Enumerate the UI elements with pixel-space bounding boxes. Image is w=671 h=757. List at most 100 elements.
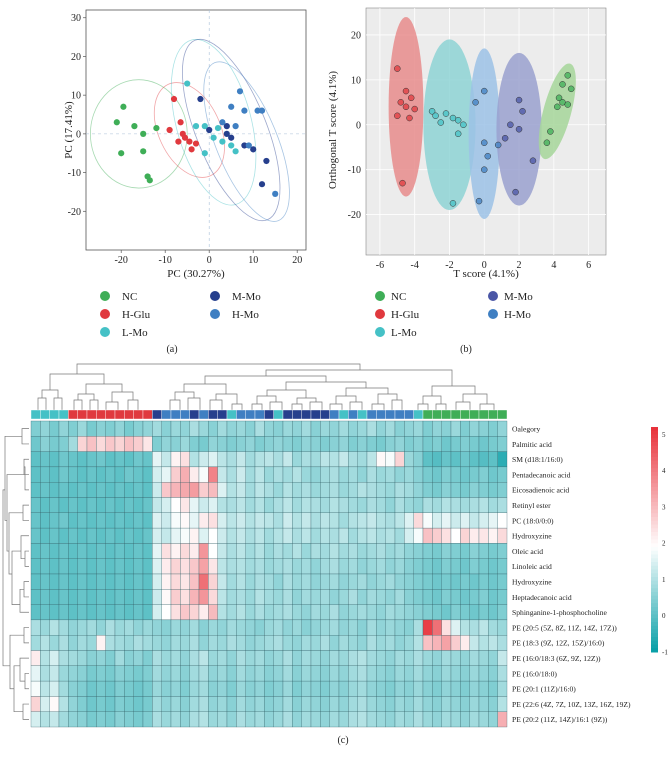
heatmap-cell: [366, 573, 377, 590]
group-color-cell: [236, 409, 246, 420]
heatmap-cell: [105, 497, 116, 513]
heatmap-cell: [273, 604, 284, 621]
ellipse-h-glu: [153, 82, 225, 178]
row-label: PE (20:2 (11Z, 14Z)/16:1 (9Z)): [512, 715, 608, 724]
heatmap-cell: [198, 604, 209, 621]
heatmap-cell: [189, 497, 200, 513]
ellipse-l-mo: [170, 39, 257, 206]
heatmap-cell: [385, 619, 396, 636]
heatmap-cell: [497, 558, 508, 575]
heatmap-cell: [338, 635, 349, 651]
heatmap-cell: [460, 680, 470, 697]
heatmap-cell: [254, 680, 265, 697]
heatmap-cell: [133, 512, 144, 529]
heatmap-cell: [180, 696, 190, 712]
heatmap-cell: [254, 482, 265, 498]
legend-label-m-mo: M-Mo: [504, 291, 533, 303]
heatmap-cell: [422, 650, 433, 666]
heatmap-cell: [96, 711, 106, 728]
heatmap-cell: [329, 665, 340, 682]
heatmap-cell: [114, 497, 125, 513]
heatmap-cell: [404, 543, 414, 559]
heatmap-cell: [348, 711, 358, 728]
heatmap-cell: [49, 604, 60, 621]
heatmap-cell: [254, 711, 265, 728]
heatmap-cell: [152, 543, 162, 559]
group-color-cell: [226, 409, 237, 420]
heatmap-cell: [469, 420, 480, 437]
heatmap-cell: [58, 436, 69, 452]
color-scale-segment: [651, 475, 658, 480]
point-h-glu: [170, 95, 178, 103]
heatmap-cell: [320, 482, 330, 498]
heatmap-cell: [40, 482, 50, 498]
heatmap-cell: [404, 696, 414, 712]
heatmap-cell: [441, 466, 452, 483]
heatmap-cell: [310, 696, 321, 712]
heatmap-cell: [30, 573, 41, 590]
heatmap-cell: [282, 497, 293, 513]
heatmap-cell: [357, 420, 368, 437]
legend-swatch-m-mo: [210, 291, 220, 301]
heatmap-cell: [86, 558, 97, 575]
heatmap-cell: [320, 558, 330, 575]
heatmap-cell: [96, 604, 106, 621]
color-scale-tick-label: 4: [662, 467, 666, 475]
heatmap-cell: [58, 619, 69, 636]
heatmap-cell: [264, 619, 274, 636]
heatmap-cell: [198, 482, 209, 498]
row-label: Hydroxyzine: [512, 577, 552, 586]
heatmap-cell: [329, 711, 340, 728]
heatmap-cell: [217, 497, 228, 513]
heatmap-cell: [217, 696, 228, 712]
color-scale-segment: [651, 554, 658, 559]
heatmap-cell: [96, 497, 106, 513]
heatmap-cell: [292, 711, 302, 728]
point-l-mo: [428, 108, 436, 115]
heatmap-cell: [320, 650, 330, 666]
heatmap-cell: [441, 680, 452, 697]
group-color-cell: [77, 409, 88, 420]
heatmap-cell: [161, 482, 172, 498]
heatmap-cell: [124, 527, 134, 544]
heatmap-cell: [432, 497, 442, 513]
heatmap-cell: [40, 436, 50, 452]
heatmap-cell: [282, 711, 293, 728]
row-label: Hydroxyzine: [512, 532, 552, 541]
heatmap-cell: [142, 420, 153, 437]
heatmap-cell: [245, 558, 256, 575]
heatmap-cell: [133, 543, 144, 559]
heatmap-cell: [441, 543, 452, 559]
heatmap-cell: [357, 512, 368, 529]
heatmap-cell: [208, 451, 218, 468]
heatmap-cell: [170, 512, 181, 529]
heatmap-cell: [264, 711, 274, 728]
heatmap-cell: [161, 650, 172, 666]
heatmap-cell: [133, 527, 144, 544]
heatmap-cell: [404, 436, 414, 452]
heatmap-cell: [189, 696, 200, 712]
legend-swatch-l-mo: [375, 327, 385, 337]
heatmap-cell: [282, 665, 293, 682]
heatmap-cell: [376, 635, 386, 651]
heatmap-cell: [86, 650, 97, 666]
heatmap-cell: [236, 451, 246, 468]
heatmap-cell: [264, 650, 274, 666]
heatmap-cell: [170, 451, 181, 468]
point-l-mo: [432, 112, 439, 120]
heatmap-cell: [264, 696, 274, 712]
heatmap-cell: [152, 512, 162, 529]
heatmap-cell: [96, 650, 106, 666]
heatmap-cell: [329, 635, 340, 651]
heatmap-cell: [245, 650, 256, 666]
ellipse-l-mo: [423, 39, 476, 211]
heatmap-cell: [497, 604, 508, 621]
group-color-cell: [180, 409, 190, 420]
heatmap-cell: [348, 466, 358, 483]
heatmap-cell: [488, 680, 498, 697]
heatmap-cell: [114, 527, 125, 544]
heatmap-cell: [40, 604, 50, 621]
heatmap-cell: [40, 680, 50, 697]
heatmap-cell: [348, 619, 358, 636]
heatmap-cell: [460, 497, 470, 513]
